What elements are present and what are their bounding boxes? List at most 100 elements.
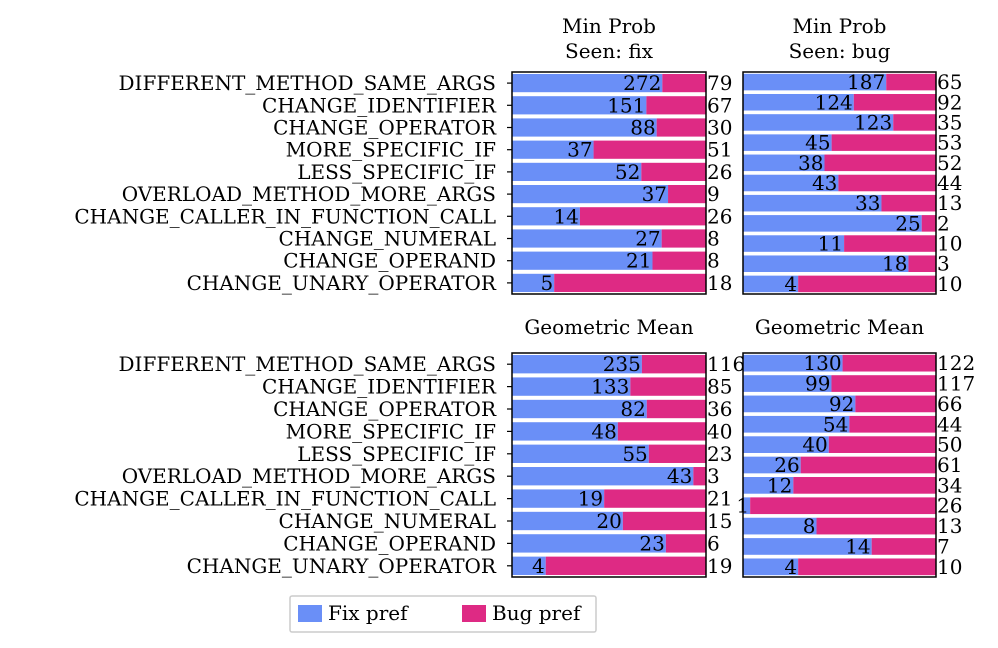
bug-count-label: 9 [707, 182, 720, 206]
bar-fix [743, 275, 799, 293]
bug-count-label: 7 [937, 534, 950, 558]
bar-fix [512, 489, 605, 508]
bug-count-label: 66 [937, 392, 962, 416]
bar-bug [886, 73, 936, 91]
fix-count-label: 27 [635, 227, 660, 251]
y-tick-label: OVERLOAD_METHOD_MORE_ARGS [122, 182, 496, 206]
bug-count-label: 30 [707, 116, 732, 140]
bar-bug [824, 154, 936, 172]
bar-bug [881, 194, 936, 212]
bar-fix [743, 395, 856, 413]
bug-count-label: 53 [937, 131, 962, 155]
bar-fix [512, 140, 594, 159]
axes-frame [511, 71, 707, 295]
bar-bug [798, 558, 936, 576]
bug-count-label: 26 [707, 204, 732, 228]
bar-bug [668, 184, 706, 204]
y-tick-label: CHANGE_CALLER_IN_FUNCTION_CALL [74, 487, 496, 511]
bar-bug [656, 118, 706, 137]
bug-count-label: 15 [707, 509, 732, 533]
y-tick-label: DIFFERENT_METHOD_SAME_ARGS [119, 352, 496, 376]
axes-frame [742, 352, 937, 578]
bar-bug [593, 140, 706, 159]
bar-fix [743, 497, 751, 515]
y-tick-label: OVERLOAD_METHOD_MORE_ARGS [122, 464, 496, 488]
bar-fix [512, 207, 580, 226]
bar-fix [512, 556, 546, 575]
fix-count-label: 151 [607, 93, 645, 117]
bug-count-label: 67 [707, 93, 732, 117]
bug-count-label: 13 [937, 514, 962, 538]
panel-title: Geometric Mean [755, 315, 924, 339]
bar-bug [908, 255, 936, 273]
y-tick-label: LESS_SPECIFIC_IF [297, 442, 496, 466]
bar-fix [512, 511, 623, 531]
bug-count-label: 23 [707, 442, 732, 466]
bar-bug [641, 162, 706, 182]
bar-bug [622, 511, 706, 531]
bar-bug [661, 229, 706, 248]
legend-fix-label: Fix pref [328, 601, 409, 625]
y-tick-label: CHANGE_OPERATOR [273, 397, 497, 421]
bar-fix [743, 73, 887, 91]
bar-fix [512, 162, 642, 182]
bar-fix [743, 235, 845, 252]
fix-count-label: 272 [623, 71, 661, 95]
fix-count-label: 55 [622, 442, 647, 466]
bug-count-label: 21 [707, 487, 732, 511]
bar-fix [512, 467, 694, 486]
bug-count-label: 10 [937, 272, 962, 296]
bug-count-label: 19 [707, 554, 732, 578]
bar-bug [893, 114, 936, 131]
fix-count-label: 124 [815, 90, 853, 114]
fix-count-label: 37 [642, 182, 667, 206]
bar-bug [750, 497, 936, 515]
bug-count-label: 92 [937, 90, 962, 114]
fix-count-label: 25 [895, 211, 920, 235]
y-tick-label: CHANGE_UNARY_OPERATOR [187, 271, 497, 295]
legend-fix-swatch [298, 605, 322, 622]
bug-count-label: 50 [937, 433, 962, 457]
bar-fix [512, 377, 631, 396]
bar-bug [871, 538, 936, 555]
bar-bug [693, 467, 706, 486]
bar-bug [793, 477, 936, 494]
bar-bug [831, 134, 936, 151]
bug-count-label: 85 [707, 375, 732, 399]
legend-bug-swatch [462, 605, 486, 622]
bar-fix [743, 558, 799, 576]
bar-bug [798, 275, 936, 293]
legend: Fix pref Bug pref [289, 595, 597, 633]
bug-count-label: 44 [937, 171, 962, 195]
bar-fix [512, 184, 669, 204]
bar-bug [554, 273, 706, 293]
bug-count-label: 3 [937, 252, 950, 276]
bar-fix [743, 215, 922, 232]
bug-count-label: 36 [707, 397, 732, 421]
fix-count-label: 37 [567, 138, 592, 162]
bug-count-label: 3 [707, 464, 720, 488]
fix-count-label: 43 [667, 464, 692, 488]
panel-title: Geometric Mean [524, 315, 693, 339]
y-tick-label: CHANGE_OPERATOR [273, 116, 497, 140]
bar-fix [512, 399, 647, 419]
y-tick-label: MORE_SPECIFIC_IF [286, 419, 496, 443]
bar-fix [743, 375, 832, 392]
bar-fix [743, 477, 794, 494]
bar-fix [512, 73, 663, 93]
bar-bug [800, 456, 936, 474]
y-tick-label: LESS_SPECIFIC_IF [297, 160, 496, 184]
fix-count-label: 235 [603, 352, 641, 376]
bar-bug [646, 399, 706, 419]
bug-count-label: 52 [937, 151, 962, 175]
fix-count-label: 54 [823, 412, 848, 436]
y-tick-label: CHANGE_CALLER_IN_FUNCTION_CALL [74, 204, 496, 228]
fix-count-label: 26 [774, 453, 799, 477]
fix-count-label: 23 [639, 531, 664, 555]
bar-fix [512, 229, 662, 248]
bar-bug [831, 375, 936, 392]
fix-count-label: 92 [829, 392, 854, 416]
